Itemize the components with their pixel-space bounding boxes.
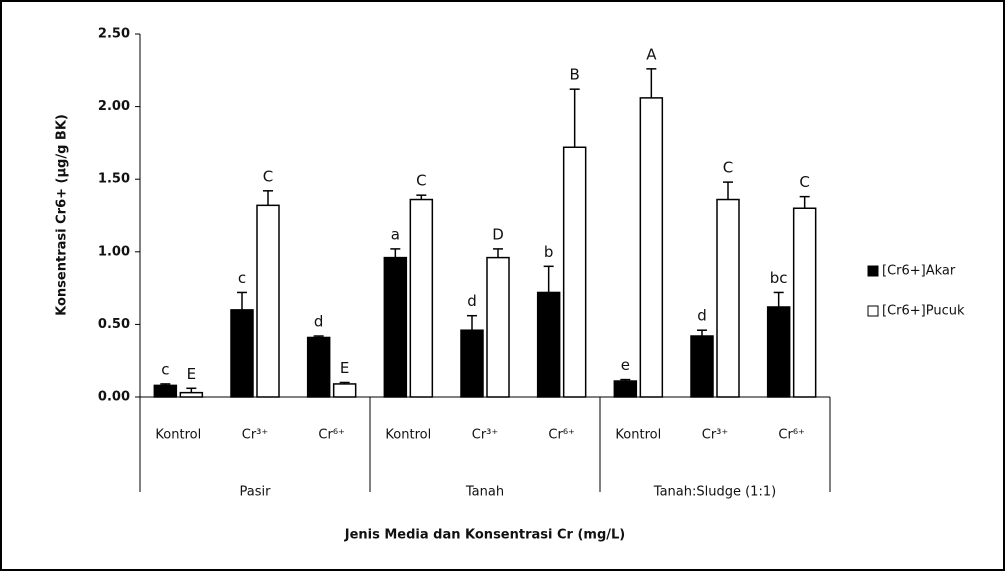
y-tick-label: 1.00 — [98, 244, 130, 259]
x-tick-label: Cr³⁺ — [242, 428, 269, 443]
significance-letter: E — [187, 365, 196, 383]
significance-letter: d — [467, 292, 477, 310]
y-tick-label: 1.50 — [98, 172, 130, 187]
x-axis-title: Jenis Media dan Konsentrasi Cr (mg/L) — [344, 528, 626, 543]
significance-letter: C — [416, 172, 426, 190]
bar — [538, 292, 560, 397]
y-tick-label: 2.00 — [98, 99, 130, 114]
x-tick-label: Cr³⁺ — [702, 428, 729, 443]
chart: Jenis Media dan Konsentrasi Cr (mg/L) Ko… — [0, 0, 1005, 571]
significance-letter: e — [621, 356, 630, 374]
y-tick-label: 0.50 — [98, 317, 130, 332]
x-tick-label: Cr⁶⁺ — [318, 428, 345, 443]
significance-letter: d — [697, 307, 707, 325]
significance-letter: C — [723, 159, 733, 177]
significance-letter: E — [340, 359, 349, 377]
x-tick-label: Cr⁶⁺ — [778, 428, 805, 443]
bar — [154, 385, 176, 397]
bar — [614, 381, 636, 397]
y-axis-title: Konsentrasi Cr6+ (μg/g BK) — [55, 114, 70, 316]
significance-letter: bc — [770, 269, 788, 287]
significance-letter: A — [646, 45, 657, 63]
y-tick-label: 2.50 — [98, 27, 130, 42]
bar — [691, 336, 713, 397]
group-label: Tanah — [465, 485, 504, 500]
bar — [717, 200, 739, 397]
bar — [794, 208, 816, 397]
bar — [180, 393, 202, 397]
x-tick-label: Cr³⁺ — [472, 428, 499, 443]
bar — [257, 205, 279, 397]
bar — [640, 98, 662, 397]
bar — [487, 258, 509, 397]
bar — [564, 147, 586, 397]
significance-letter: a — [391, 225, 400, 243]
bar — [768, 307, 790, 397]
legend-swatch — [868, 306, 878, 316]
group-label: Pasir — [240, 485, 272, 500]
x-tick-label: Kontrol — [155, 428, 201, 443]
x-tick-label: Kontrol — [385, 428, 431, 443]
significance-letter: b — [544, 243, 554, 261]
bar — [384, 258, 406, 397]
bar — [410, 200, 432, 397]
significance-letter: c — [238, 269, 246, 287]
significance-letter: B — [570, 66, 580, 84]
group-label: Tanah:Sludge (1:1) — [653, 485, 776, 500]
legend-swatch — [868, 266, 878, 276]
y-tick-label: 0.00 — [98, 390, 130, 405]
bar — [334, 384, 356, 397]
legend-label: [Cr6+]Pucuk — [882, 304, 965, 319]
significance-letter: c — [161, 360, 169, 378]
significance-letter: C — [263, 167, 273, 185]
significance-letter: D — [492, 225, 504, 243]
significance-letter: C — [799, 173, 809, 191]
bar — [231, 310, 253, 397]
x-tick-label: Kontrol — [615, 428, 661, 443]
bar — [461, 330, 483, 397]
legend-label: [Cr6+]Akar — [882, 264, 956, 279]
bar — [308, 337, 330, 397]
significance-letter: d — [314, 313, 324, 331]
x-tick-label: Cr⁶⁺ — [548, 428, 575, 443]
